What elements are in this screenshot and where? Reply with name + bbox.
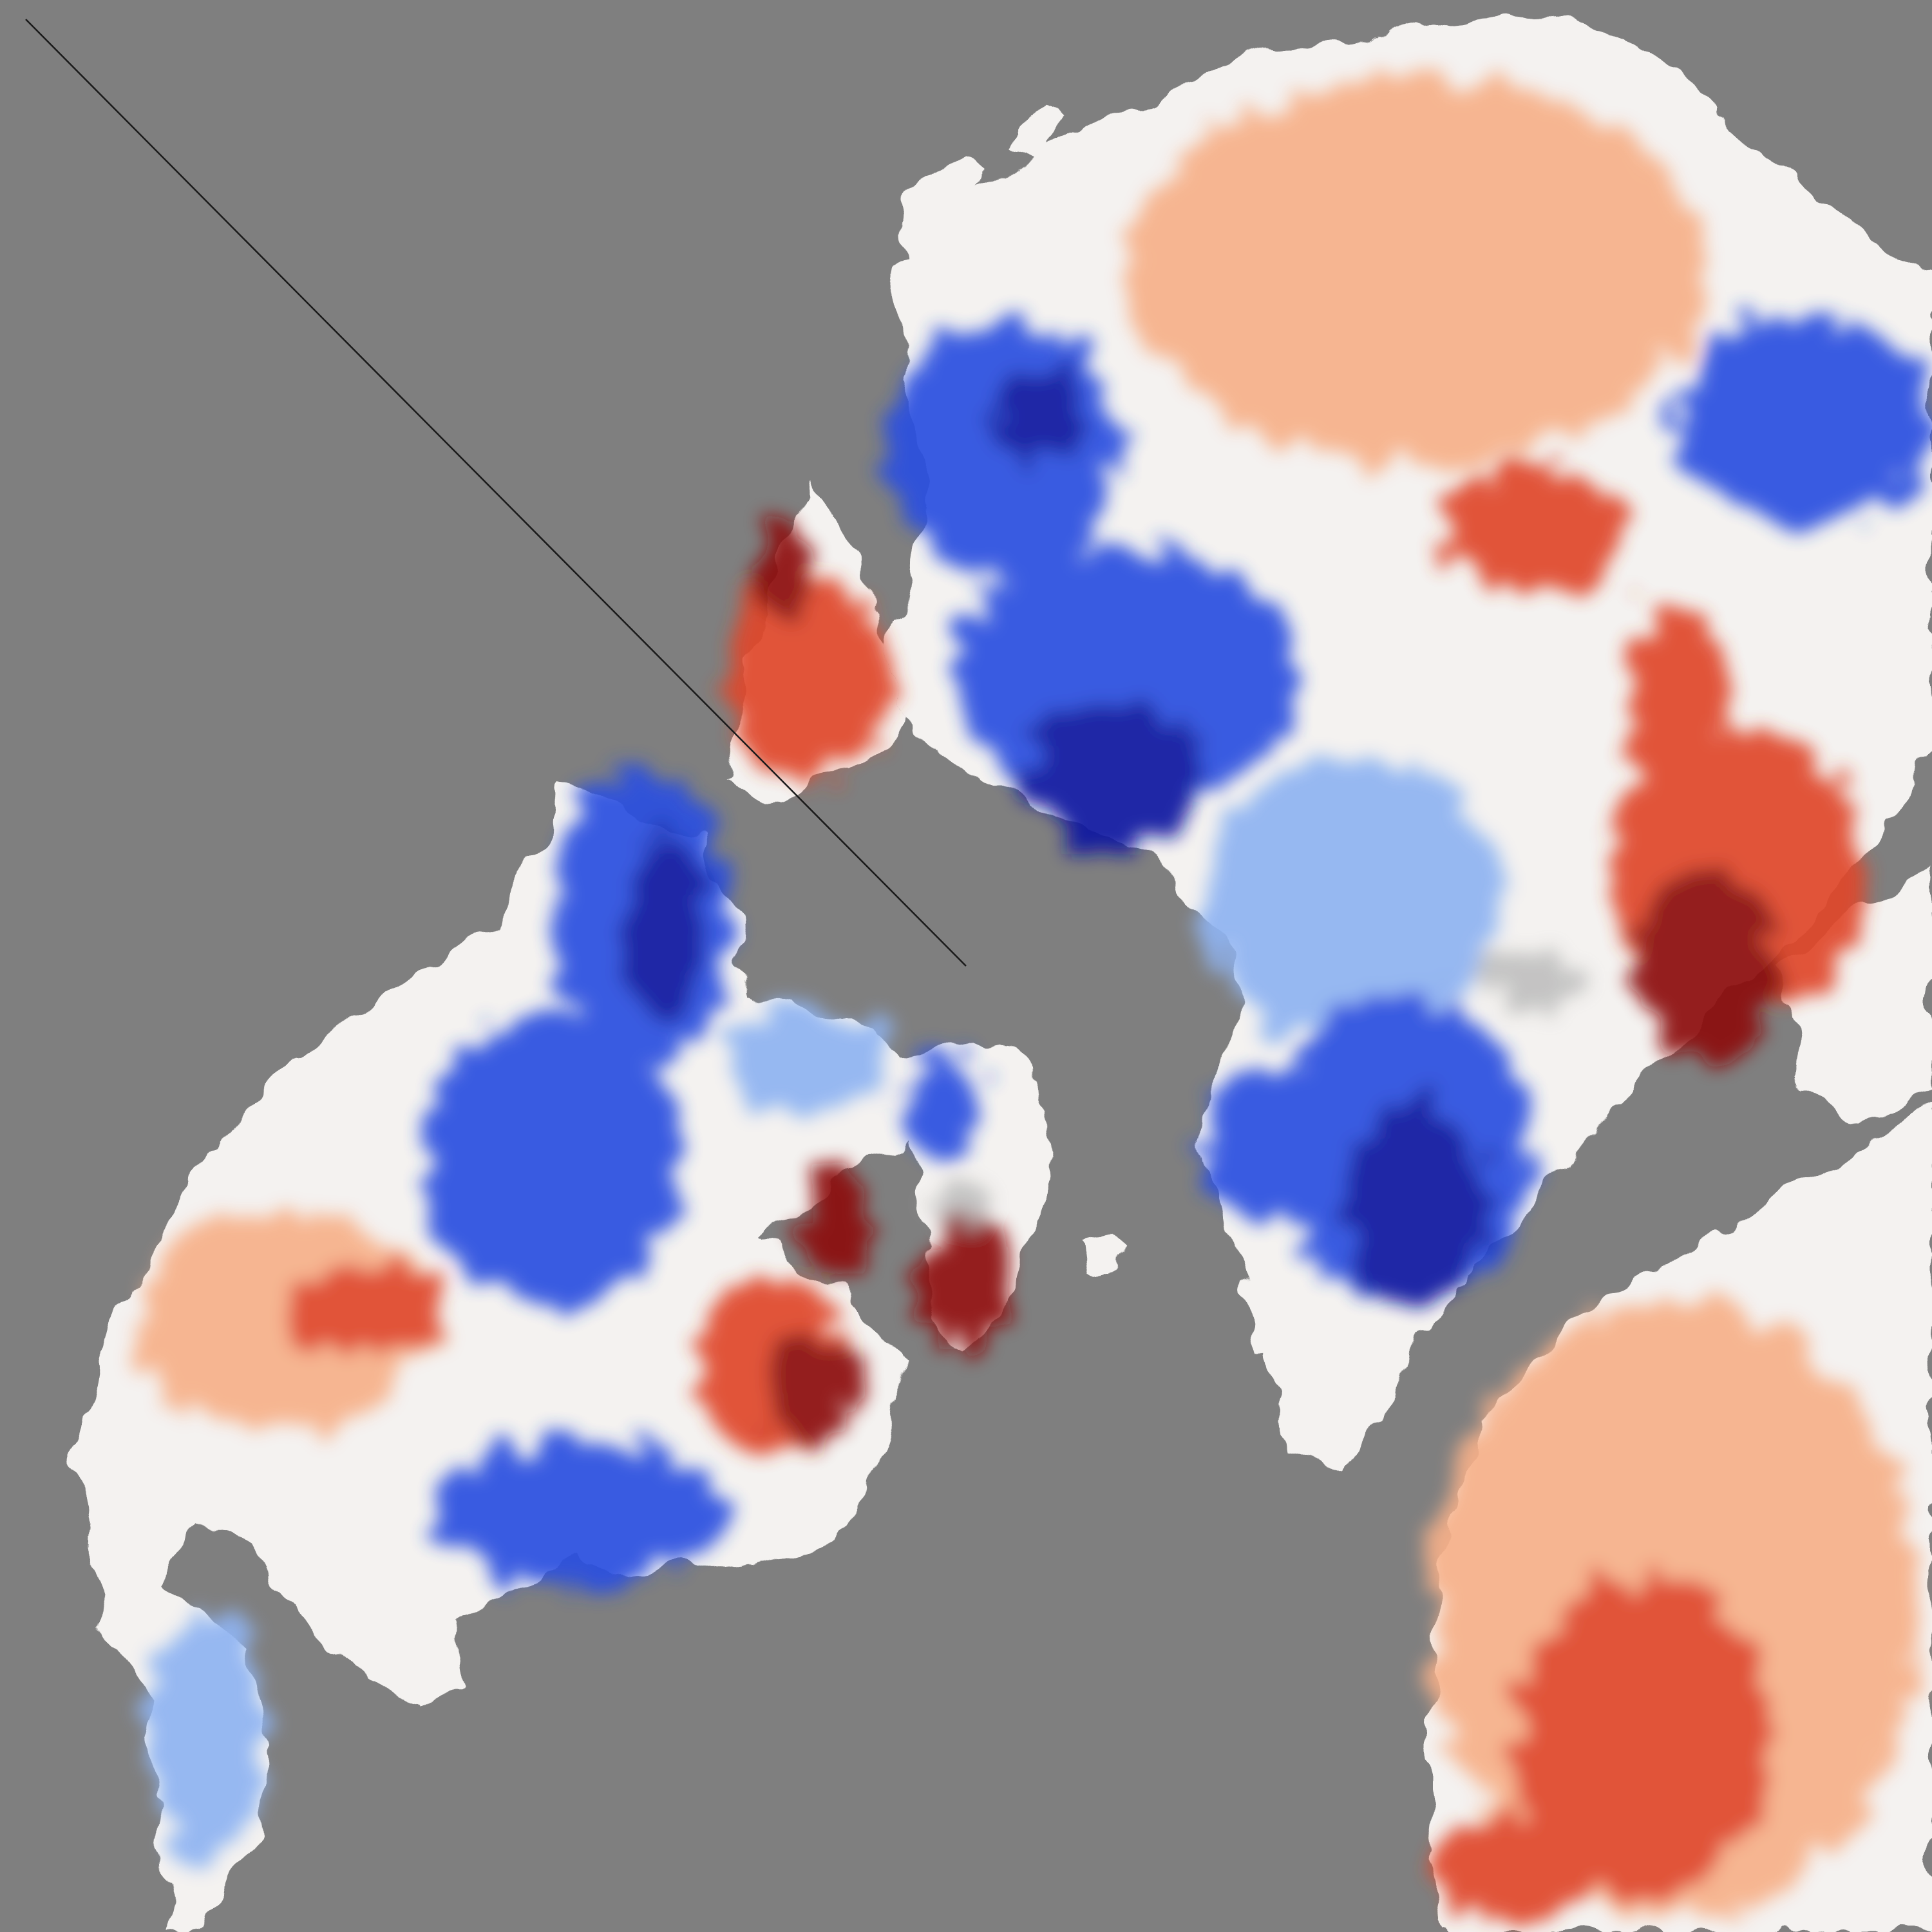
anomaly-central-canada xyxy=(425,1018,683,1301)
satellite-seam-line xyxy=(25,19,967,967)
anomaly-east-siberia xyxy=(889,322,1121,580)
anomaly-central-asia xyxy=(1623,599,1726,792)
anomaly-mexico xyxy=(148,1610,264,1868)
anomaly-india xyxy=(1674,316,1932,522)
anomaly-greenland-north xyxy=(902,1056,979,1159)
anomaly-scandinavia xyxy=(1204,1069,1307,1224)
anomaly-caspian xyxy=(1636,869,1777,1063)
iceland xyxy=(1082,1230,1133,1275)
anomaly-west-usa-hot xyxy=(283,1262,438,1352)
anomaly-china xyxy=(1127,77,1707,464)
anomaly-west-russia xyxy=(1204,753,1501,1050)
no-data-ukraine xyxy=(1475,947,1578,1011)
anomaly-east-siberia-core xyxy=(998,361,1088,464)
anomaly-labrador-core xyxy=(766,1327,857,1443)
anomaly-kamchatka xyxy=(721,573,889,779)
anomaly-sahara xyxy=(1513,1578,1771,1900)
anomaly-baffin xyxy=(805,1166,869,1282)
anomaly-archipelago xyxy=(721,1005,889,1108)
arabia xyxy=(1777,863,1932,1121)
anomaly-china-hot xyxy=(1443,464,1623,592)
japan xyxy=(902,155,992,270)
eurasia-landmass xyxy=(889,19,1932,1468)
sakhalin xyxy=(1018,103,1063,167)
anomaly-east-usa xyxy=(431,1443,728,1584)
anomaly-kamchatka-core xyxy=(760,509,811,625)
anomaly-central-siberia-core xyxy=(1024,702,1204,844)
british-isles xyxy=(1236,1262,1327,1365)
anomaly-europe-core xyxy=(1346,1095,1488,1314)
no-data-greenland xyxy=(940,1185,992,1224)
anomaly-overlay xyxy=(135,77,1932,1926)
anomaly-west-africa xyxy=(1436,1810,1591,1926)
anomaly-greenland-south xyxy=(921,1211,1011,1352)
anomaly-alaska-core xyxy=(625,831,702,1024)
